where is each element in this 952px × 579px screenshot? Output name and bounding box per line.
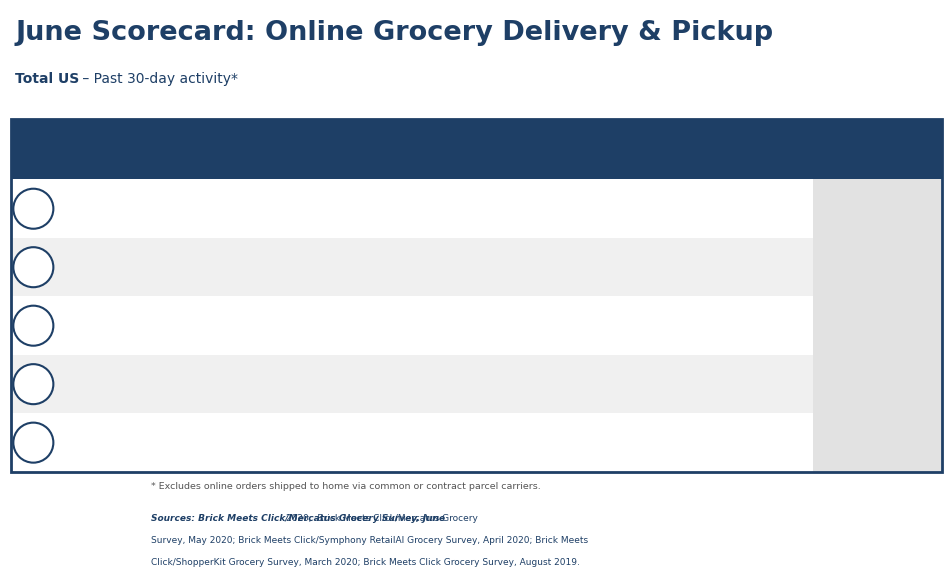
Text: Sources: Brick Meets Click/Mercatus Grocery Survey, June: Sources: Brick Meets Click/Mercatus Groc…: [150, 514, 447, 523]
Text: ▤: ▤: [29, 204, 38, 214]
Text: 1.2: 1.2: [480, 435, 504, 450]
Text: Click/ShopperKit Grocery Survey, March 2020; Brick Meets Click Grocery Survey, A: Click/ShopperKit Grocery Survey, March 2…: [150, 558, 579, 567]
Text: $85: $85: [605, 260, 634, 274]
Text: 1.9: 1.9: [864, 435, 888, 450]
Text: Survey, May 2020; Brick Meets Click/Symphony RetailAI Grocery Survey, April 2020: Survey, May 2020; Brick Meets Click/Symp…: [150, 536, 587, 545]
Text: $5.3 B: $5.3 B: [595, 201, 645, 216]
Text: (Average per order): (Average per order): [61, 273, 170, 284]
Text: 73.5 M: 73.5 M: [723, 318, 774, 333]
Text: Spend: Spend: [61, 245, 115, 259]
Text: 85.0 M: 85.0 M: [851, 318, 902, 333]
Text: (# Active during past 30 days): (# Active during past 30 days): [61, 390, 231, 401]
Text: (Past 30 days): (Past 30 days): [61, 215, 140, 225]
Text: Total US: Total US: [15, 72, 79, 86]
Text: ⚇: ⚇: [29, 379, 38, 389]
Text: 16.1 M: 16.1 M: [340, 377, 392, 391]
Text: 1.0: 1.0: [354, 435, 378, 450]
Text: $84: $84: [862, 260, 891, 274]
Text: Sales: Sales: [61, 186, 107, 201]
Text: $1.2 B: $1.2 B: [342, 201, 390, 216]
Text: 45.6 M: 45.6 M: [850, 377, 902, 391]
Text: Performance Metrics: Performance Metrics: [61, 142, 240, 156]
Text: 1.7: 1.7: [736, 435, 761, 450]
Text: Frequency: Frequency: [61, 420, 150, 435]
Text: April
2020: April 2020: [602, 132, 639, 166]
Text: 62.5 M: 62.5 M: [594, 318, 645, 333]
Text: Customers: Customers: [61, 362, 152, 376]
Text: (Monthly average/customer): (Monthly average/customer): [61, 449, 220, 459]
Text: 16.1 M: 16.1 M: [340, 318, 392, 333]
Text: $85: $85: [477, 260, 506, 274]
Text: May
2020: May 2020: [729, 132, 767, 166]
Text: June Scorecard: Online Grocery Delivery & Pickup: June Scorecard: Online Grocery Delivery …: [15, 20, 773, 46]
Text: $7.2 B: $7.2 B: [852, 201, 901, 216]
Text: $6.6 B: $6.6 B: [724, 201, 773, 216]
Text: – Past 30-day activity*: – Past 30-day activity*: [78, 72, 238, 86]
Text: 43.0 M: 43.0 M: [723, 377, 774, 391]
Text: $90: $90: [734, 260, 763, 274]
Text: 40.0 M: 40.0 M: [594, 377, 645, 391]
Text: ▭: ▭: [29, 262, 38, 272]
Text: Orders: Orders: [61, 303, 119, 318]
Text: (# Past 30 days): (# Past 30 days): [61, 332, 153, 342]
Text: 39.5 M: 39.5 M: [466, 377, 518, 391]
Text: 2020;  Brick Meets Click/Mercatus Grocery: 2020; Brick Meets Click/Mercatus Grocery: [286, 514, 477, 523]
Text: $4.0 B: $4.0 B: [467, 201, 516, 216]
Text: $72: $72: [351, 260, 381, 274]
Text: ▦: ▦: [29, 438, 38, 448]
Text: * Excludes online orders shipped to home via common or contract parcel carriers.: * Excludes online orders shipped to home…: [150, 482, 540, 492]
Text: 1.6: 1.6: [608, 435, 632, 450]
Text: June
2020: June 2020: [858, 132, 895, 166]
Text: March
2020: March 2020: [469, 132, 514, 166]
Text: Aug
2019: Aug 2019: [347, 132, 385, 166]
Text: ⊞: ⊞: [29, 321, 38, 331]
Text: 46.9 M: 46.9 M: [466, 318, 518, 333]
